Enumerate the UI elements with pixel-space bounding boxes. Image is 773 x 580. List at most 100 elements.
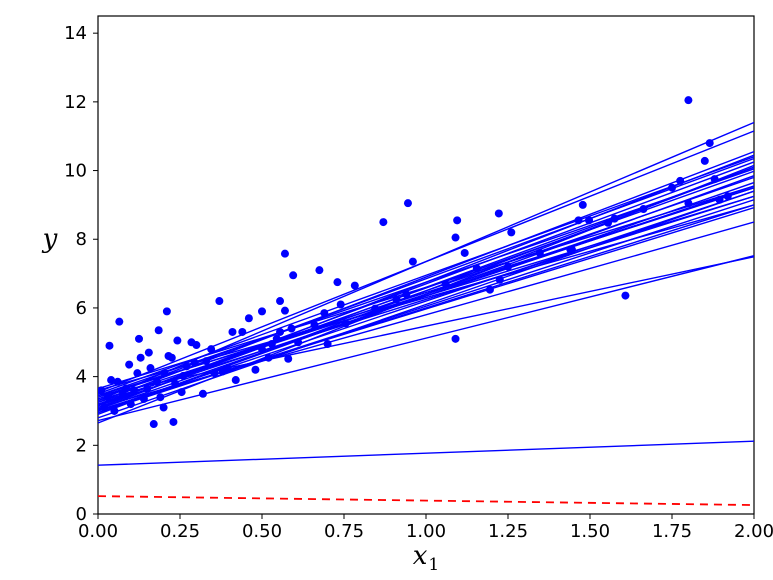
scatter-point [289,271,297,279]
scatter-point [276,297,284,305]
scatter-point [125,361,133,369]
scatter-point [568,246,576,254]
scatter-point [228,328,236,336]
scatter-point [122,385,130,393]
scatter-point [265,354,273,362]
scatter-point [668,184,676,192]
scatter-point [621,292,629,300]
scatter-point [251,366,259,374]
scatter-point [486,286,494,294]
scatter-point [333,278,341,286]
scatter-point [337,300,345,308]
xtick-label: 0.75 [324,521,364,542]
scatter-point [496,276,504,284]
xtick-label: 1.00 [406,521,446,542]
ytick-label: 8 [76,229,87,250]
scatter-point [452,234,460,242]
scatter-point [453,216,461,224]
scatter-point [461,249,469,257]
scatter-point [202,357,210,365]
scatter-point [163,307,171,315]
scatter-point [706,139,714,147]
scatter-point [473,264,481,272]
scatter-point [294,338,302,346]
scatter-point [97,386,105,394]
scatter-point [127,400,135,408]
scatter-point [146,364,154,372]
scatter-point [575,216,583,224]
scatter-point [284,355,292,363]
scatter-point [724,192,732,200]
scatter-point [273,335,281,343]
scatter-point [611,215,619,223]
scatter-point [536,249,544,257]
scatter-point [701,157,709,165]
scatter-point [281,307,289,315]
scatter-point [281,250,289,258]
scatter-point [179,372,187,380]
scatter-point [579,201,587,209]
scatter-point [716,196,724,204]
scatter-point [156,393,164,401]
ytick-label: 12 [64,92,87,113]
scatter-point [207,345,215,353]
scatter-point [288,325,296,333]
scatter-point [150,420,158,428]
scatter-point [210,369,218,377]
scatter-point [507,228,515,236]
scatter-point [379,218,387,226]
ytick-label: 10 [64,161,87,182]
ytick-label: 6 [76,298,87,319]
xtick-label: 1.75 [652,521,692,542]
scatter-point [173,337,181,345]
scatter-point [310,321,318,329]
scatter-point [143,385,151,393]
scatter-point [711,175,719,183]
scatter-point [155,326,163,334]
ytick-label: 0 [76,504,87,525]
scatter-point [192,341,200,349]
scatter-point [402,290,410,298]
scatter-point [169,418,177,426]
scatter-point [183,362,191,370]
scatter-point [171,379,179,387]
scatter-point [105,342,113,350]
scatter-point [110,407,118,415]
xtick-label: 1.25 [488,521,528,542]
regression-chart: 0.000.250.500.751.001.251.501.752.000246… [0,0,773,580]
scatter-point [276,328,284,336]
scatter-point [495,209,503,217]
scatter-point [392,295,400,303]
scatter-point [245,314,253,322]
scatter-point [452,335,460,343]
scatter-point [133,369,141,377]
scatter-point [104,393,112,401]
scatter-point [324,340,332,348]
scatter-point [409,258,417,266]
scatter-point [115,318,123,326]
scatter-point [676,177,684,185]
scatter-point [135,335,143,343]
scatter-point [684,199,692,207]
scatter-point [442,280,450,288]
scatter-point [191,359,199,367]
scatter-point [238,328,246,336]
ytick-label: 2 [76,435,87,456]
scatter-point [371,305,379,313]
scatter-point [258,307,266,315]
xtick-label: 0.50 [242,521,282,542]
scatter-point [684,96,692,104]
scatter-point [161,369,169,377]
scatter-point [351,282,359,290]
scatter-point [320,309,328,317]
scatter-point [140,395,148,403]
scatter-point [137,354,145,362]
scatter-point [130,386,138,394]
ytick-label: 14 [64,23,87,44]
scatter-point [160,404,168,412]
scatter-point [258,345,266,353]
scatter-point [178,388,186,396]
scatter-point [153,378,161,386]
ytick-label: 4 [76,367,87,388]
scatter-point [145,349,153,357]
